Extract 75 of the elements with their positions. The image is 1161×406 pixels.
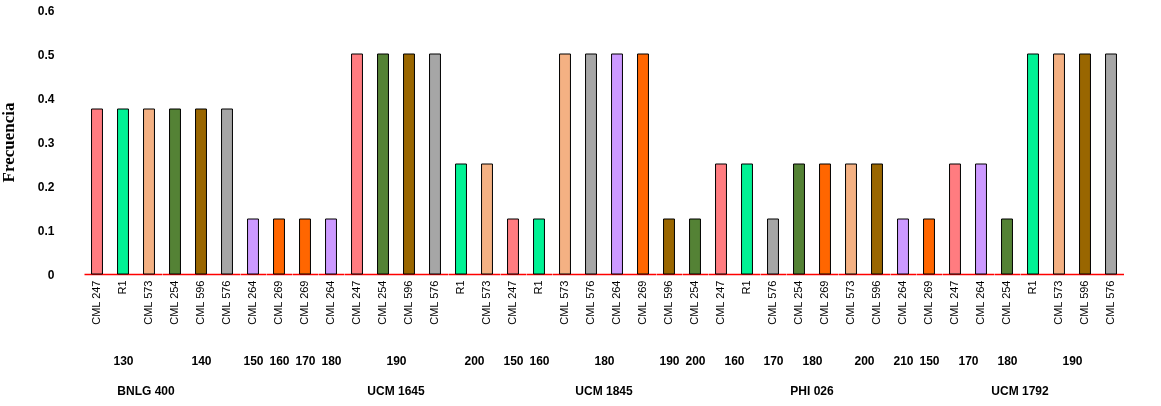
text: UCM 1645 [366,384,426,398]
x-axis-title: 160 [529,353,550,368]
x-axis-title: 180 [321,353,342,368]
x-axis-title: 140 [191,353,212,368]
x-tick-label: CML 596 [870,280,882,325]
x-axis-title: 170 [295,353,316,368]
x-tick-label: CML 576 [220,280,232,325]
x-tick-label: CML 247 [948,280,960,325]
x-tick-label: CML 264 [974,280,986,325]
x-tick-label: CML 254 [168,280,180,325]
x-tick-label: CML 247 [714,280,726,325]
x-tick-label: CML 254 [1000,280,1012,325]
y-tick-label: 0.1 [37,223,55,238]
x-axis-title: 170 [958,353,979,368]
x-axis-title: 190 [659,353,680,368]
x-tick-label: CML 596 [662,280,674,325]
y-tick-label: 0.3 [37,135,55,150]
text: UCM 1792 [990,384,1050,398]
x-tick-label: R1 [1026,280,1038,295]
x-axis-title: 150 [919,353,940,368]
x-tick-label: R1 [116,280,128,295]
x-tick-label: CML 573 [844,280,856,325]
x-axis-title: 160 [724,353,745,368]
x-axis-title: 200 [854,353,875,368]
y-axis-title: Frecuencia [0,102,18,183]
x-tick-label: R1 [740,280,752,295]
x-tick-label: CML 269 [636,280,648,325]
x-axis-title: 190 [386,353,407,368]
x-tick-label: CML 254 [688,280,700,325]
x-axis-title: 130 [113,353,134,368]
x-tick-label: CML 596 [402,280,414,325]
x-tick-label: R1 [454,280,466,295]
x-tick-label: CML 264 [896,280,908,325]
x-axis-title: 210 [893,353,914,368]
x-tick-label: CML 269 [818,280,830,325]
y-tick-label: 0.2 [37,179,55,194]
x-axis-title: 190 [1062,353,1083,368]
x-axis-title: 180 [997,353,1018,368]
x-tick-label: CML 573 [480,280,492,325]
x-axis-title: 200 [464,353,485,368]
x-tick-label: CML 254 [792,280,804,325]
x-tick-label: CML 264 [324,280,336,325]
x-tick-label: CML 576 [428,280,440,325]
x-tick-label: CML 269 [922,280,934,325]
y-tick-label: 0.4 [37,91,55,106]
x-tick-label: CML 596 [194,280,206,325]
x-axis-title: 180 [802,353,823,368]
x-tick-label: CML 573 [1052,280,1064,325]
x-axis-title: 180 [594,353,615,368]
x-axis-title: 150 [243,353,264,368]
x-tick-label: CML 247 [90,280,102,325]
x-axis-title: 150 [503,353,524,368]
x-axis-title: 160 [269,353,290,368]
x-tick-label: CML 576 [766,280,778,325]
text: PHI 026 [789,384,835,398]
x-tick-label: CML 264 [246,280,258,325]
x-tick-label: CML 247 [506,280,518,325]
y-tick-label: 0.6 [37,3,55,18]
x-tick-label: CML 573 [142,280,154,325]
text: UCM 1845 [574,384,634,398]
x-tick-label: CML 254 [376,280,388,325]
x-tick-label: CML 247 [350,280,362,325]
x-tick-label: CML 573 [558,280,570,325]
y-tick-label: 0 [47,267,55,282]
x-tick-label: CML 269 [298,280,310,325]
x-tick-label: R1 [532,280,544,295]
x-tick-label: CML 576 [584,280,596,325]
x-tick-label: CML 269 [272,280,284,325]
x-axis-title: 170 [763,353,784,368]
y-tick-label: 0.5 [37,47,55,62]
x-axis-title: 200 [685,353,706,368]
x-tick-label: CML 596 [1078,280,1090,325]
x-tick-label: CML 264 [610,280,622,325]
text: BNLG 400 [116,384,176,398]
x-tick-label: CML 576 [1104,280,1116,325]
